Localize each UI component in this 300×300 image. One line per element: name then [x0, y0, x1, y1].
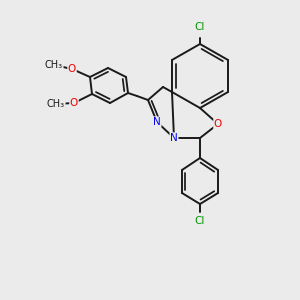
Text: CH₃: CH₃: [45, 60, 63, 70]
Text: CH₃: CH₃: [47, 99, 65, 109]
Text: O: O: [68, 64, 76, 74]
Text: N: N: [170, 133, 178, 143]
Text: O: O: [70, 98, 78, 108]
Text: N: N: [153, 117, 161, 127]
Text: Cl: Cl: [195, 216, 205, 226]
Text: Cl: Cl: [195, 22, 205, 32]
Text: O: O: [214, 119, 222, 129]
